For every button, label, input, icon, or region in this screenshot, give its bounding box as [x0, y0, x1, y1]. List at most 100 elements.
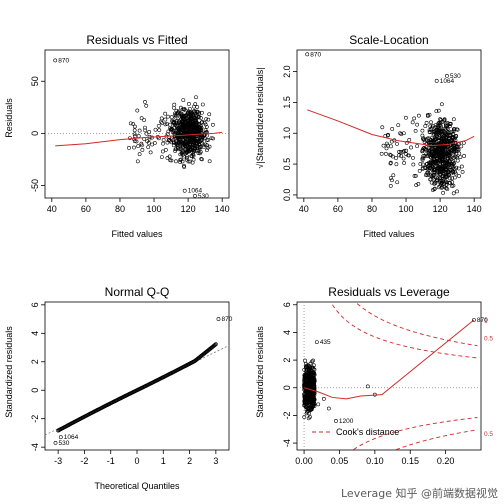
point-label: 530	[59, 440, 70, 447]
y-tick-label: 0.5	[282, 158, 292, 171]
data-point	[430, 159, 435, 164]
data-point	[388, 160, 393, 165]
data-point	[178, 160, 183, 164]
data-point	[443, 139, 448, 144]
panel2-points	[379, 102, 467, 196]
data-point	[427, 160, 431, 165]
data-point	[133, 134, 138, 139]
data-point	[443, 126, 447, 131]
data-point	[448, 176, 452, 181]
data-point	[442, 136, 447, 141]
data-point	[429, 153, 434, 158]
data-point	[302, 367, 307, 372]
data-point	[321, 396, 326, 401]
data-point	[303, 375, 308, 379]
y-tick-label: 2.0	[282, 65, 292, 78]
data-point	[420, 147, 425, 152]
data-point	[384, 151, 388, 156]
data-point	[447, 152, 451, 157]
data-point	[306, 409, 310, 414]
data-point	[309, 375, 314, 379]
x-tick-label: 0.20	[437, 456, 455, 466]
data-point	[303, 405, 308, 410]
cooks-contour	[395, 429, 478, 451]
data-point	[197, 115, 202, 120]
panel2-title: Scale-Location	[349, 33, 428, 47]
data-point	[137, 128, 142, 133]
x-tick-label: 0.05	[331, 456, 349, 466]
data-point	[394, 162, 399, 167]
data-point	[161, 141, 165, 146]
data-point	[165, 121, 169, 126]
data-point	[213, 342, 218, 347]
data-point	[422, 138, 426, 142]
panel3-title: Normal Q-Q	[105, 285, 170, 299]
data-point	[398, 131, 403, 136]
x-tick-label: 3	[213, 456, 218, 466]
panel4-cooks-contours: 1 0.5 0.5	[332, 303, 493, 451]
data-point	[160, 149, 165, 154]
data-point	[167, 154, 172, 159]
data-point	[400, 149, 405, 154]
data-point	[136, 134, 141, 138]
data-point	[404, 140, 409, 145]
data-point	[185, 154, 189, 159]
data-point	[305, 52, 310, 57]
data-point	[197, 110, 202, 115]
data-point	[157, 128, 162, 133]
data-point	[397, 153, 401, 158]
data-point	[444, 160, 449, 165]
data-point	[440, 181, 444, 185]
cooks-contour	[353, 417, 478, 450]
data-point	[180, 145, 185, 149]
data-point	[185, 130, 190, 135]
data-point	[431, 132, 436, 137]
data-point	[191, 149, 196, 154]
data-point	[445, 74, 449, 78]
data-point	[308, 391, 313, 396]
x-tick-label: 80	[115, 204, 125, 214]
data-point	[193, 118, 197, 123]
data-point	[440, 159, 445, 164]
data-point	[132, 128, 137, 133]
data-point	[190, 129, 194, 134]
data-point	[416, 113, 421, 118]
data-point	[423, 124, 428, 128]
data-point	[169, 115, 174, 120]
data-point	[183, 114, 188, 119]
data-point	[388, 176, 393, 180]
data-point	[310, 395, 314, 400]
y-tick-label: 0	[282, 385, 292, 390]
data-point	[216, 317, 221, 321]
data-point	[425, 114, 430, 118]
data-point	[198, 145, 203, 150]
data-point	[195, 148, 200, 153]
data-point	[172, 121, 176, 126]
data-point	[424, 152, 429, 157]
data-point	[144, 131, 149, 136]
data-point	[180, 152, 185, 157]
data-point	[440, 185, 445, 190]
data-point	[304, 401, 309, 406]
data-point	[188, 148, 192, 152]
data-point	[159, 119, 163, 124]
data-point	[211, 136, 215, 141]
panel-scale-location: Scale-Location Fitted values √|Standardi…	[255, 33, 482, 239]
data-point	[171, 130, 176, 135]
data-point	[455, 147, 460, 152]
data-point	[417, 168, 422, 173]
data-point	[312, 381, 316, 386]
data-point	[140, 148, 145, 152]
data-point	[169, 140, 174, 145]
data-point	[450, 164, 455, 169]
data-point	[132, 139, 137, 144]
data-point	[390, 154, 395, 159]
data-point	[445, 124, 449, 129]
data-point	[438, 152, 443, 157]
data-point	[440, 175, 445, 180]
data-point	[435, 177, 439, 182]
data-point	[401, 156, 406, 161]
data-point	[459, 164, 464, 169]
data-point	[174, 113, 178, 118]
